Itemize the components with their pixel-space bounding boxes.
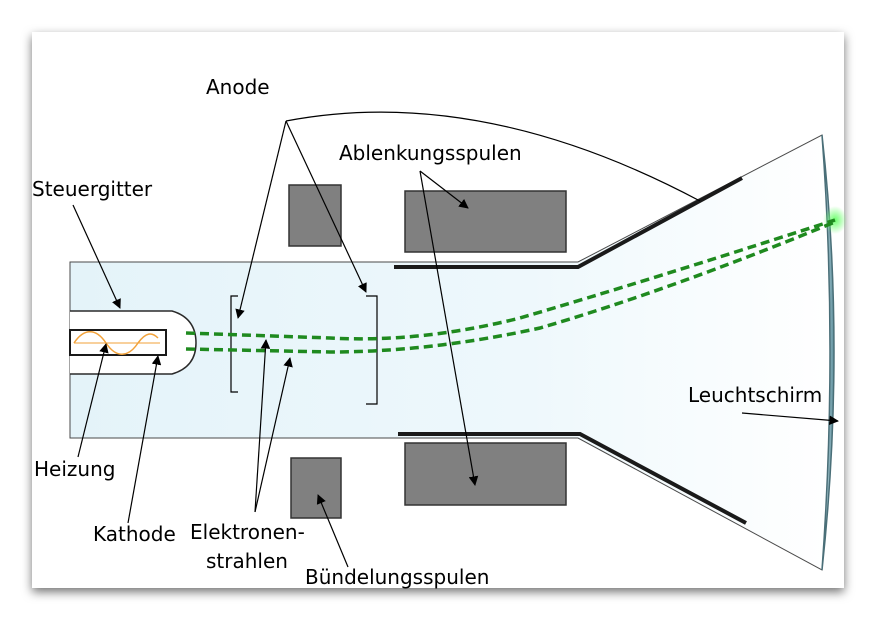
deflection-plate-top <box>394 176 743 269</box>
arrow-heater <box>77 343 109 458</box>
label-deflection-coils: Ablenkungsspulen <box>339 141 522 165</box>
deflection-coil-bottom <box>404 442 567 506</box>
arrow-cathode <box>127 355 162 524</box>
electron-beam-lower <box>185 220 836 354</box>
arrow-beam-lower <box>254 357 293 513</box>
arrow-deflection-bottom <box>419 170 479 486</box>
label-screen: Leuchtschirm <box>688 383 822 407</box>
label-focusing-coils: Bündelungsspulen <box>305 565 489 589</box>
label-control-grid: Steuergitter <box>32 177 153 201</box>
arrow-beam-upper <box>254 339 271 513</box>
arrow-control-grid <box>72 204 121 309</box>
label-electron-beams-line2: strahlen <box>206 549 288 573</box>
focusing-coil-bottom <box>290 457 342 519</box>
anode-leader-curve <box>285 111 701 202</box>
arrow-screen <box>741 412 839 426</box>
arrow-anode-left <box>235 120 287 319</box>
deflection-plate-bottom <box>398 432 747 525</box>
fluorescent-screen <box>821 134 835 571</box>
label-electron-beams-line1: Elektronen- <box>190 520 305 544</box>
anode-bracket-left <box>230 295 238 393</box>
focusing-coil-top <box>288 184 342 247</box>
label-heater: Heizung <box>34 457 115 481</box>
deflection-coil-top <box>404 190 567 253</box>
anode-bracket-right <box>366 295 378 405</box>
label-cathode: Kathode <box>93 522 176 546</box>
arrow-deflection-top <box>419 170 469 209</box>
arrow-focusing <box>316 494 349 568</box>
electron-beam-upper <box>185 218 836 341</box>
heater-filament <box>73 331 159 355</box>
pointer-arrows <box>72 120 839 568</box>
label-anode: Anode <box>206 75 270 99</box>
arrow-anode-right <box>285 120 367 293</box>
